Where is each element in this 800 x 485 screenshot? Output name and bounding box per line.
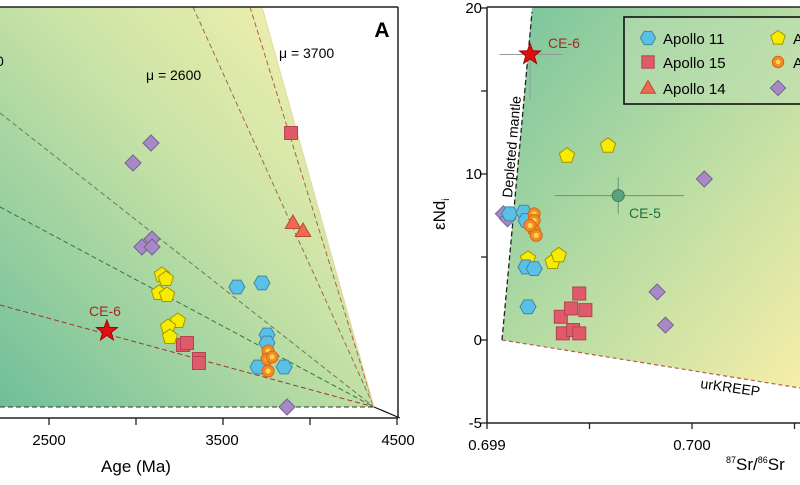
pentagon-marker [550,246,567,263]
panel-b-y-tick-label: 10 [465,166,482,183]
pentagon-marker [157,270,175,286]
ce6-label-a: CE-6 [89,303,121,319]
legend-label: Apollo 14 [663,81,726,98]
panel-a-points [95,126,312,416]
diamond-marker [648,283,666,301]
diamond-marker [769,79,787,97]
field-boundary [261,6,375,408]
solid-line [373,406,401,419]
panel-a: 2500 3500 4500 Age (Ma) A μ = 2600 μ = 3… [0,6,415,476]
panel-b-x-tick-label: 0.699 [468,437,506,454]
circle-marker-center [269,354,275,360]
ce5-marker [611,189,625,203]
mu-3700-label: μ = 3700 [279,45,334,61]
square-marker [578,303,593,318]
hexagon-marker [275,359,293,375]
square-marker [191,356,206,370]
square-marker [564,301,579,316]
legend-label: Apollo 15 [663,55,726,72]
triangle-marker [639,79,657,94]
depleted-mantle-line [501,11,533,341]
hexagon-marker [639,30,657,46]
square-marker [179,336,194,350]
ce5-label: CE-5 [629,205,661,221]
panel-b-x-tick-label: 0.700 [673,437,711,454]
panel-b-y-tick-label: 0 [474,332,482,349]
panel-a-tick-label: 3500 [205,432,238,449]
square-marker [284,126,299,140]
diamond-marker [695,170,714,188]
panel-b-y-label: εNdi [430,198,452,230]
panel-a-tick-label: 4500 [381,432,414,449]
circle-marker-center [527,222,533,228]
legend-label: Apollo 11 [663,31,724,48]
diamond-marker [656,316,675,334]
diamond-marker [124,154,142,172]
model-line [0,112,375,408]
mu-2600-label: μ = 2600 [146,67,201,83]
mu-label-fragment: 0 [0,53,4,69]
legend: Apollo 11 Apollo 15 Apollo 14 A A [623,16,800,105]
star-marker [95,318,119,342]
circle-marker-center [533,232,539,238]
hexagon-marker [501,206,519,222]
model-line [0,206,375,408]
pentagon-marker [558,147,576,163]
model-line [0,304,375,408]
diamond-marker [143,238,161,256]
star-marker [518,42,542,65]
triangle-marker [294,222,312,237]
panel-b: Depleted mantle urKREEP 20 10 0 -5 0.699… [430,0,800,474]
urkreep-line [501,339,800,389]
panel-b-y-tick-label: 20 [465,0,482,17]
panel-a-x-label: Age (Ma) [101,457,171,476]
hexagon-marker [253,275,271,291]
pentagon-marker [599,137,617,153]
square-marker [572,326,587,341]
hexagon-marker [228,279,246,295]
pentagon-marker [158,286,176,302]
square-marker [572,286,587,301]
panel-b-points [494,42,714,341]
square-marker [641,55,655,69]
panel-b-x-label: 87Sr/86Sr [726,455,785,474]
pentagon-marker [770,29,786,45]
panel-a-tick-label: 2500 [32,432,65,449]
diamond-marker [142,134,160,152]
panel-a-model-lines [0,6,401,419]
legend-label: A [793,31,800,48]
hexagon-marker [519,299,537,315]
legend-label: A [793,55,800,72]
panel-b-ticks [481,7,796,429]
hexagon-marker [525,261,543,276]
pentagon-marker [161,328,179,344]
panel-a-x-ticks [48,418,398,425]
triangle-marker [284,213,302,229]
diamond-marker [278,398,296,416]
diamond-marker [133,238,151,256]
circle-marker-center [265,368,271,374]
model-line [249,6,375,408]
panel-a-label: A [374,19,389,42]
legend-markers [639,29,787,97]
panel-b-y-tick-label: -5 [469,415,482,432]
ce6-label-b: CE-6 [548,35,580,51]
model-line [192,6,375,408]
circle-marker-center [775,59,781,65]
